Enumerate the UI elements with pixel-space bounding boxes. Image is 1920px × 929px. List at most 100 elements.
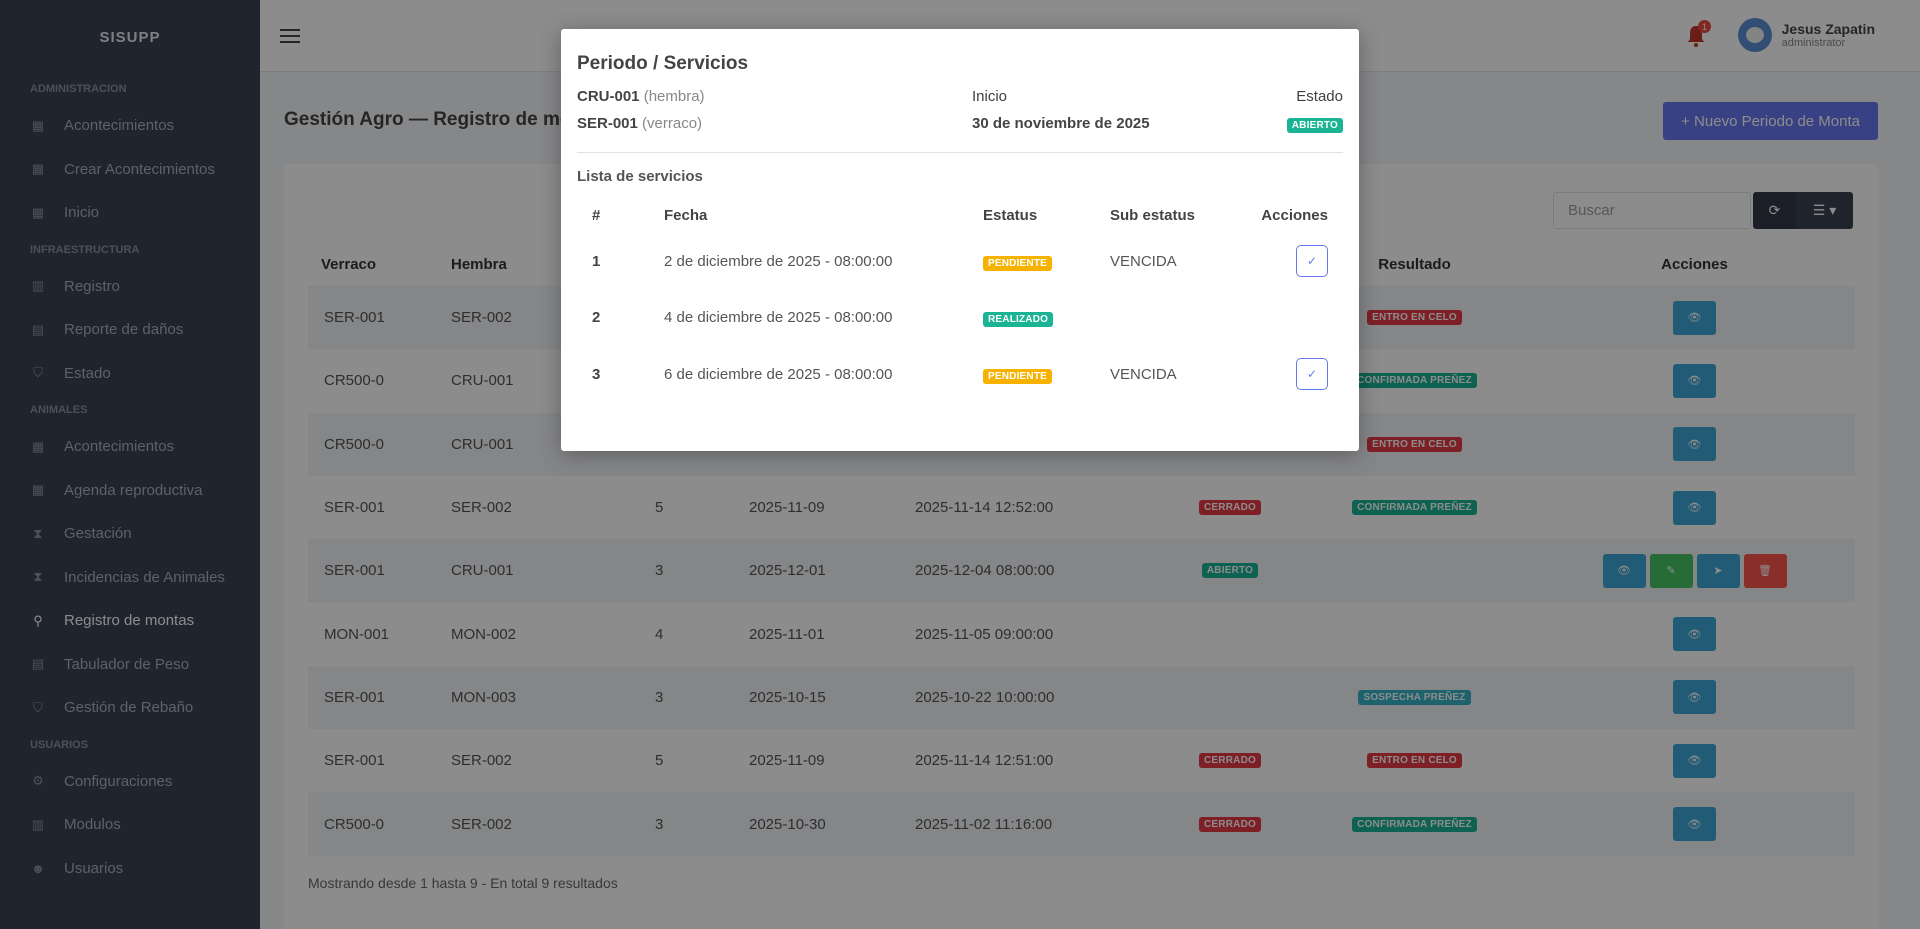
building-icon: ▥ <box>31 278 45 294</box>
cell-resultado: CONFIRMADA PREÑEZ <box>1295 500 1534 516</box>
view-button[interactable]: 👁 <box>1673 427 1716 462</box>
sidebar-nav: ADMINISTRACION ▦ Acontecimientos ▦ Crear Aco… <box>0 74 260 890</box>
sidebar-item[interactable]: ▤ Reporte de daños <box>0 308 260 352</box>
services-table-body: 1 2 de diciembre de 2025 - 08:00:00 PENDIE… <box>577 233 1343 403</box>
search-input[interactable]: Buscar <box>1553 192 1751 229</box>
notifications-button[interactable]: 1 <box>1685 20 1711 48</box>
cell-estado: CERRADO <box>1165 500 1295 516</box>
verraco-info: SER-001 (verraco) <box>577 115 702 132</box>
sidebar-item-label: Tabulador de Peso <box>64 655 190 673</box>
sidebar-section-title: ADMINISTRACION <box>30 83 127 95</box>
view-button[interactable]: 👁 <box>1673 617 1716 652</box>
sidebar-item-label: Modulos <box>64 816 121 834</box>
new-period-button[interactable]: + Nuevo Periodo de Monta <box>1663 102 1878 140</box>
inicio-label: Inicio <box>972 88 1008 105</box>
sidebar-item[interactable]: ⧗ Incidencias de Animales <box>0 556 260 600</box>
calendar-icon: ▦ <box>31 482 45 498</box>
confirm-service-button[interactable]: ✓ <box>1296 245 1328 278</box>
avatar <box>1737 18 1772 52</box>
cell-acciones: 👁 <box>1534 617 1855 652</box>
sidebar-item-label: Reporte de daños <box>64 321 184 339</box>
sidebar-item-label: Acontecimientos <box>64 117 175 135</box>
cell-resultado: SOSPECHA PREÑEZ <box>1295 689 1534 705</box>
refresh-button[interactable]: ⟳ <box>1753 192 1796 229</box>
view-button[interactable]: 👁 <box>1673 490 1716 525</box>
result-badge: SOSPECHA PREÑEZ <box>1358 689 1471 705</box>
view-button[interactable]: 👁 <box>1673 363 1716 398</box>
header-hembra[interactable]: Hembra <box>451 255 507 273</box>
cell-verraco: CR500-0 <box>324 815 385 833</box>
sidebar-item[interactable]: ▥ Modulos <box>0 803 260 847</box>
delete-button[interactable]: 🗑 <box>1743 553 1787 588</box>
verraco-code: SER-001 <box>577 115 638 132</box>
view-button[interactable]: 👁 <box>1673 300 1716 335</box>
view-icon: 👁 <box>1687 818 1702 831</box>
sidebar-item-label: Estado <box>64 364 111 382</box>
refresh-icon: ⟳ <box>1768 202 1781 218</box>
page-title: Gestión Agro — Registro de montas <box>284 109 611 130</box>
send-button[interactable]: ➤ <box>1696 553 1740 588</box>
header-acciones: Acciones <box>1661 255 1728 273</box>
cell-resultado: CONFIRMADA PREÑEZ <box>1295 373 1534 389</box>
header-sub-estatus: Sub estatus <box>1110 206 1196 224</box>
verraco-label: (verraco) <box>642 115 703 132</box>
cell-verraco: SER-001 <box>324 309 385 327</box>
table-row: SER-001 SER-002 5 2025-11-09 2025-11-14 12:5… <box>308 476 1855 539</box>
result-badge: CONFIRMADA PREÑEZ <box>1352 373 1477 389</box>
confirm-service-button[interactable]: ✓ <box>1296 358 1328 391</box>
cell-resultado: CONFIRMADA PREÑEZ <box>1295 816 1534 832</box>
sidebar-item[interactable]: ⧗ Gestación <box>0 512 260 556</box>
cell-acciones: 👁 <box>1534 680 1855 715</box>
sidebar-item[interactable]: ☻ Usuarios <box>0 847 260 891</box>
view-button[interactable]: 👁 <box>1673 743 1716 778</box>
sidebar-item[interactable]: ▦ Crear Acontecimientos <box>0 148 260 192</box>
hourglass-icon: ⧗ <box>33 569 43 585</box>
view-button[interactable]: 👁 <box>1602 553 1646 588</box>
result-badge: ENTRO EN CELO <box>1367 436 1462 452</box>
sidebar-item-label: Configuraciones <box>64 772 173 790</box>
header-number: # <box>592 206 601 224</box>
cell-acciones: 👁 ✎ ➤ 🗑 <box>1534 553 1855 588</box>
sidebar-item[interactable]: ⛉ Gestión de Rebaño <box>0 686 260 730</box>
service-sub-estatus: VENCIDA <box>1110 365 1177 383</box>
sidebar-item[interactable]: ▤ Tabulador de Peso <box>0 643 260 687</box>
service-row: 2 4 de diciembre de 2025 - 08:00:00 REALIZ… <box>577 290 1343 347</box>
sidebar-item[interactable]: ▦ Acontecimientos <box>0 425 260 469</box>
cell-acciones: 👁 <box>1534 743 1855 778</box>
brand-logo[interactable]: SISUPP <box>99 28 161 46</box>
view-button[interactable]: 👁 <box>1673 680 1716 715</box>
sidebar-item[interactable]: ▦ Acontecimientos <box>0 104 260 148</box>
table-row: SER-001 CRU-001 3 2025-12-01 2025-12-04 08:0… <box>308 539 1855 603</box>
table-row: CR500-0 CRU-001 CONFIRMADA PREÑEZ 👁 <box>308 349 1855 412</box>
sidebar-item[interactable]: ▥ Registro <box>0 265 260 309</box>
edit-icon: ✎ <box>1666 565 1676 578</box>
dashboard-icon: ▦ <box>31 204 45 220</box>
sidebar-item[interactable]: ⚙ Configuraciones <box>0 760 260 804</box>
cell-resultado: ENTRO EN CELO <box>1295 436 1534 452</box>
hembra-code: CRU-001 <box>577 88 640 105</box>
sidebar-item[interactable]: ▦ Inicio <box>0 191 260 235</box>
header-verraco[interactable]: Verraco <box>321 255 377 273</box>
table-row: SER-001 MON-003 3 2025-10-15 2025-10-22 10:0… <box>308 665 1855 730</box>
cell-acciones: 👁 <box>1534 427 1855 462</box>
edit-button[interactable]: ✎ <box>1649 553 1693 588</box>
cell-servicios: 3 <box>655 815 664 833</box>
status-badge: PENDIENTE <box>983 255 1053 271</box>
cell-fin: 2025-10-22 10:00:00 <box>915 688 1055 706</box>
calendar-icon: ▦ <box>31 438 45 454</box>
service-estatus: REALIZADO <box>983 309 1110 328</box>
sidebar-item[interactable]: ⚲ Registro de montas <box>0 599 260 643</box>
columns-button[interactable]: ☰ ▾ <box>1796 192 1853 229</box>
service-number: 1 <box>592 252 601 270</box>
sidebar-item[interactable]: ⛉ Estado <box>0 352 260 396</box>
sidebar-item[interactable]: ▦ Agenda reproductiva <box>0 469 260 513</box>
view-button[interactable]: 👁 <box>1673 807 1716 842</box>
view-icon: 👁 <box>1617 565 1631 578</box>
user-menu[interactable]: Jesus Zapatin administrator <box>1737 18 1875 52</box>
services-modal: Periodo / Servicios CRU-001 (hembra) SER… <box>561 29 1359 451</box>
service-acciones: ✓ <box>1268 245 1343 278</box>
cell-inicio: 2025-10-30 <box>749 815 826 833</box>
menu-toggle-icon[interactable] <box>280 28 300 43</box>
cell-inicio: 2025-12-01 <box>749 562 826 580</box>
view-icon: 👁 <box>1687 375 1702 388</box>
